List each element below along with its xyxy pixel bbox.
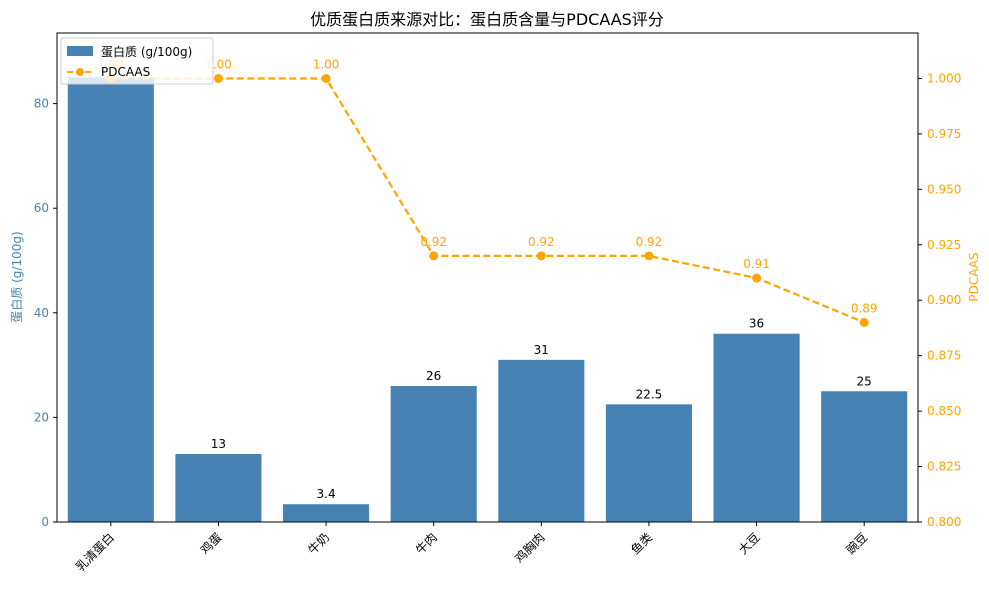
y-axis-left-label: 蛋白质 (g/100g) [9, 231, 24, 322]
y-right-tick-label-8: 1.000 [927, 71, 961, 85]
pdcaas-value-label-2: 1.00 [313, 57, 340, 71]
pdcaas-point-1 [213, 73, 223, 83]
pdcaas-line-layer [106, 73, 869, 327]
y-axis-right-label: PDCAAS [967, 252, 981, 301]
y-right-tick-label-5: 0.925 [927, 238, 961, 252]
left-axis: 0 20 40 60 80 [34, 97, 57, 529]
right-axis: 0.800 0.825 0.850 0.875 0.900 0.925 0.950 0.975… [918, 71, 961, 529]
y-left-tick-label-3: 60 [34, 201, 49, 215]
y-left-tick-label-1: 20 [34, 410, 49, 424]
pdcaas-line [110, 77, 865, 324]
x-tick-label-7: 豌豆 [843, 530, 871, 558]
pdcaas-point-3 [429, 251, 439, 261]
legend-box [60, 37, 214, 85]
y-right-tick-label-2: 0.850 [927, 404, 961, 418]
bar-2 [283, 504, 370, 522]
y-right-tick-label-6: 0.950 [927, 182, 961, 196]
pdcaas-value-label-3: 0.92 [420, 235, 447, 249]
bar-value-label-6: 36 [749, 317, 764, 331]
pdcaas-value-label-6: 0.91 [743, 257, 770, 271]
bar-3 [390, 386, 477, 522]
x-tick-label-6: 大豆 [736, 530, 763, 557]
bar-labels-layer: 13 3.4 26 31 22.5 36 25 [211, 317, 872, 501]
legend-line-marker [76, 68, 84, 76]
x-tick-label-1: 鸡蛋 [197, 530, 225, 558]
x-axis: 乳清蛋白 鸡蛋 牛奶 牛肉 鸡胸肉 鱼类 大豆 豌豆 [72, 522, 870, 574]
y-left-tick-label-4: 80 [34, 97, 49, 111]
x-tick-label-3: 牛肉 [412, 530, 440, 558]
x-tick-label-5: 鱼类 [628, 530, 655, 557]
legend-bar-label: 蛋白质 (g/100g) [101, 44, 192, 59]
y-right-tick-label-1: 0.825 [927, 460, 961, 474]
x-tick-label-0: 乳清蛋白 [72, 530, 117, 575]
bar-1 [175, 454, 262, 522]
pdcaas-value-label-5: 0.92 [636, 235, 663, 249]
bar-value-label-7: 25 [857, 374, 872, 388]
legend-bar-swatch [67, 46, 93, 56]
bar-4 [498, 359, 585, 522]
bars-layer [67, 77, 908, 523]
y-right-tick-label-7: 0.975 [927, 127, 961, 141]
pdcaas-point-7 [859, 317, 869, 327]
bar-value-label-2: 3.4 [317, 487, 336, 501]
y-right-tick-label-4: 0.900 [927, 293, 961, 307]
y-left-tick-label-2: 40 [34, 306, 49, 320]
pdcaas-value-label-4: 0.92 [528, 235, 555, 249]
bar-value-label-5: 22.5 [636, 387, 663, 401]
pdcaas-point-2 [321, 73, 331, 83]
bar-0 [67, 77, 154, 523]
chart-title: 优质蛋白质来源对比：蛋白质含量与PDCAAS评分 [310, 10, 664, 29]
pdcaas-point-4 [536, 251, 546, 261]
y-right-tick-label-0: 0.800 [927, 515, 961, 529]
x-tick-label-2: 牛奶 [305, 530, 333, 558]
pdcaas-point-6 [752, 273, 762, 283]
bar-value-label-3: 26 [426, 369, 441, 383]
bar-7 [821, 391, 908, 522]
plot-frame [56, 32, 919, 523]
y-right-tick-label-3: 0.875 [927, 349, 961, 363]
bar-value-label-4: 31 [534, 343, 549, 357]
pdcaas-point-5 [644, 251, 654, 261]
legend-line-label: PDCAAS [101, 65, 150, 79]
bar-value-label-1: 13 [211, 437, 226, 451]
y-left-tick-label-0: 0 [41, 515, 49, 529]
bar-5 [605, 404, 692, 522]
pdcaas-value-label-7: 0.89 [851, 301, 878, 315]
legend: 蛋白质 (g/100g) PDCAAS [60, 37, 214, 85]
x-tick-label-4: 鸡胸肉 [511, 530, 547, 566]
bar-6 [713, 333, 800, 522]
